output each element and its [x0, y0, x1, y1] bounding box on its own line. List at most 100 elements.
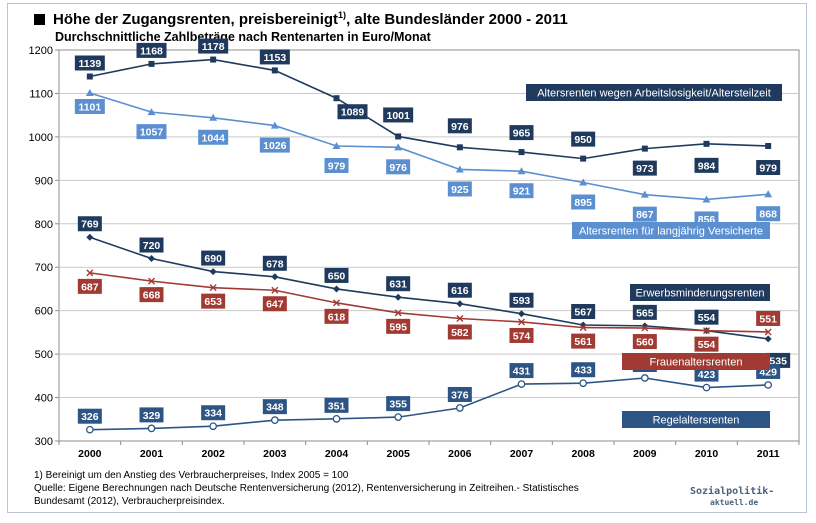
data-point — [85, 89, 94, 97]
data-label-box — [509, 183, 534, 199]
x-tick-label: 2006 — [448, 448, 472, 460]
series-name-box — [622, 411, 770, 428]
data-point — [703, 140, 710, 147]
data-point — [147, 424, 156, 433]
data-point — [209, 284, 217, 292]
data-label-box — [198, 38, 229, 54]
y-tick-label: 1100 — [29, 88, 53, 100]
data-label-box — [74, 99, 105, 115]
data-point — [85, 425, 94, 434]
data-label: 631 — [389, 279, 407, 291]
data-label: 1178 — [202, 41, 225, 53]
data-label-box — [571, 194, 596, 210]
data-label: 616 — [451, 285, 469, 297]
data-point — [271, 286, 279, 294]
data-label: 554 — [698, 339, 716, 351]
data-label-box — [694, 366, 719, 382]
data-point — [333, 299, 340, 307]
data-point — [333, 285, 340, 293]
data-label-box — [198, 129, 229, 145]
footnote-line-2: Quelle: Eigene Berechnungen nach Deutsch… — [34, 483, 579, 494]
data-label-box — [324, 158, 349, 174]
data-label-box — [447, 118, 472, 134]
plot-area — [58, 49, 800, 442]
series-name-label: Altersrenten wegen Arbeitslosigkeit/Alte… — [537, 88, 771, 100]
data-point — [271, 273, 279, 281]
data-label-box — [632, 160, 657, 176]
series-line — [89, 236, 769, 340]
data-point — [270, 416, 279, 424]
data-label-box — [139, 407, 164, 423]
data-label: 973 — [636, 163, 654, 175]
data-label: 1026 — [263, 140, 287, 152]
data-point — [518, 149, 525, 156]
series-name-label: Regelaltersrenten — [653, 415, 740, 427]
data-label: 561 — [574, 336, 592, 348]
data-label-box — [262, 399, 287, 415]
data-label: 1101 — [78, 102, 101, 114]
data-point — [332, 414, 341, 423]
x-tick-label: 2010 — [695, 448, 719, 460]
y-tick-label: 400 — [35, 393, 53, 405]
y-tick-label: 1000 — [29, 132, 53, 144]
data-label-box — [756, 160, 781, 176]
series-name-label: Altersrenten für langjährig Versicherte — [579, 226, 763, 238]
data-label-box — [386, 396, 411, 412]
data-label: 1057 — [140, 127, 164, 139]
data-label: 895 — [574, 197, 592, 209]
title-suffix: , alte Bundesländer 2000 - 2011 — [346, 11, 568, 28]
data-label: 560 — [636, 337, 654, 349]
data-label: 376 — [451, 389, 469, 401]
series-line — [89, 272, 769, 333]
data-label-box — [447, 282, 472, 298]
data-label: 647 — [266, 299, 284, 311]
data-point — [209, 113, 218, 121]
data-point — [518, 318, 525, 326]
series-line — [89, 92, 769, 201]
data-label: 1153 — [263, 52, 286, 64]
data-label-box — [201, 405, 226, 421]
data-point — [394, 309, 402, 317]
data-label-box — [571, 304, 596, 320]
data-label: 650 — [328, 270, 346, 282]
data-label: 1001 — [386, 110, 410, 122]
data-label: 431 — [513, 366, 531, 378]
chart-frame — [7, 3, 807, 513]
data-point — [209, 268, 217, 276]
data-label: 551 — [759, 313, 777, 325]
series-name-box — [526, 84, 782, 101]
data-label: 326 — [81, 411, 99, 423]
y-tick-label: 300 — [35, 436, 53, 448]
data-label-box — [509, 327, 534, 343]
data-point — [148, 255, 155, 263]
series-name-label: Erwerbsminderungsrenten — [635, 288, 764, 300]
footnote-line-1: 1) Bereinigt um den Anstieg des Verbrauc… — [34, 470, 349, 481]
data-label: 979 — [328, 161, 346, 173]
data-label-box — [139, 237, 164, 253]
data-point — [765, 143, 772, 150]
data-label: 950 — [574, 134, 592, 146]
data-label: 720 — [143, 240, 161, 252]
data-point — [148, 277, 155, 285]
data-point — [394, 293, 402, 301]
data-label-box — [756, 310, 781, 326]
data-point — [640, 190, 649, 198]
x-tick-label: 2004 — [325, 448, 349, 460]
data-point — [394, 413, 403, 421]
data-label-box — [447, 181, 472, 197]
data-point — [209, 422, 218, 431]
data-label: 769 — [81, 219, 99, 231]
chart-subtitle: Durchschnittliche Zahlbeträge nach Rente… — [55, 30, 431, 44]
x-tick-label: 2009 — [633, 448, 657, 460]
data-label-box — [447, 386, 472, 402]
data-point — [641, 324, 649, 332]
data-point — [333, 95, 340, 102]
data-label: 355 — [389, 399, 407, 411]
data-label: 574 — [513, 330, 531, 342]
title-footnote-mark: 1) — [338, 10, 347, 20]
y-tick-label: 900 — [35, 175, 53, 187]
data-point — [148, 60, 155, 67]
data-label-box — [694, 309, 719, 325]
data-point — [641, 145, 648, 152]
